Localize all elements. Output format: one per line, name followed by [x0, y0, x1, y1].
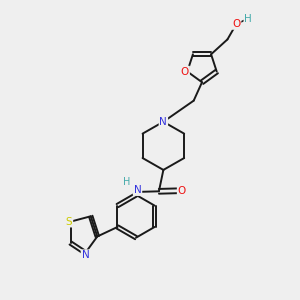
- Text: N: N: [134, 185, 141, 195]
- Text: O: O: [181, 67, 189, 76]
- Text: H: H: [244, 14, 252, 24]
- Text: N: N: [82, 250, 89, 260]
- Text: N: N: [160, 117, 167, 127]
- Text: O: O: [178, 186, 186, 196]
- Text: S: S: [66, 217, 72, 226]
- Text: O: O: [232, 19, 241, 29]
- Text: H: H: [123, 177, 130, 188]
